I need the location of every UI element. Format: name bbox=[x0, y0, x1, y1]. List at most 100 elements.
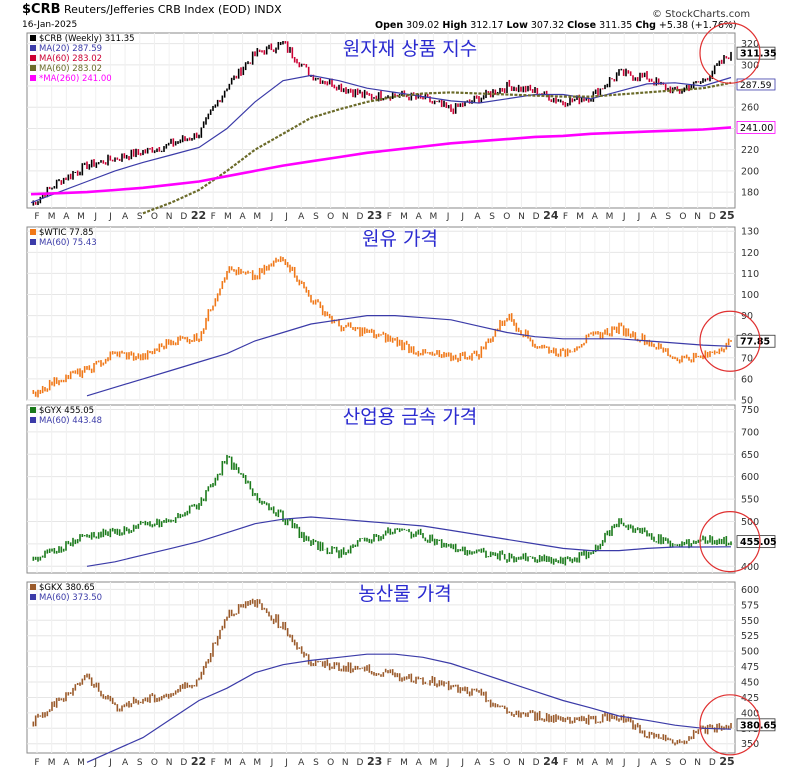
x-tick-label: O bbox=[503, 758, 510, 768]
price-tag: 380.65 bbox=[736, 718, 777, 731]
svg-text:311.35: 311.35 bbox=[740, 49, 777, 60]
x-tick-label: J bbox=[270, 212, 274, 222]
legend-swatch bbox=[30, 407, 36, 413]
plot-area bbox=[26, 32, 736, 209]
x-tick-label: 23 bbox=[367, 755, 382, 768]
legend-entry: $GYX 455.05 bbox=[39, 406, 94, 416]
high-value: 312.17 bbox=[470, 20, 504, 31]
x-tick-label: D bbox=[357, 212, 364, 222]
x-tick-label: A bbox=[651, 212, 658, 222]
x-tick-label: S bbox=[137, 758, 143, 768]
chart-header: $CRB Reuters/Jefferies CRB Index (EOD) I… bbox=[22, 2, 282, 17]
x-tick-label: 25 bbox=[719, 755, 734, 768]
legend-swatch bbox=[30, 417, 36, 423]
x-tick-label: N bbox=[694, 212, 701, 222]
y-tick-label: 70 bbox=[741, 353, 753, 364]
x-tick-label: F bbox=[34, 758, 39, 768]
x-tick-label: J bbox=[93, 758, 97, 768]
panel-title: 농산물 가격 bbox=[358, 583, 451, 605]
x-tick-label: N bbox=[166, 212, 173, 222]
series-line-ma60 bbox=[86, 315, 732, 397]
x-tick-label: J bbox=[108, 212, 112, 222]
x-tick-label: O bbox=[151, 212, 158, 222]
x-tick-label: D bbox=[533, 212, 540, 222]
x-tick-label: A bbox=[298, 758, 305, 768]
highlight-circle bbox=[699, 22, 761, 84]
x-tick-label: M bbox=[400, 758, 408, 768]
panel-title: 원유 가격 bbox=[362, 228, 438, 250]
x-tick-label: M bbox=[576, 212, 584, 222]
close-value: 311.35 bbox=[599, 20, 633, 31]
x-tick-label: M bbox=[77, 212, 85, 222]
x-tick-label: O bbox=[151, 758, 158, 768]
y-tick-label: 600 bbox=[741, 585, 759, 596]
x-tick-label: S bbox=[137, 212, 143, 222]
panel-title: 산업용 금속 가격 bbox=[343, 406, 477, 428]
x-tick-label: N bbox=[518, 212, 525, 222]
y-tick-label: 475 bbox=[741, 662, 759, 673]
y-tick-label: 300 bbox=[741, 60, 759, 71]
x-tick-label: S bbox=[489, 758, 495, 768]
x-tick-label: N bbox=[694, 758, 701, 768]
y-tick-label: 320 bbox=[741, 39, 759, 50]
y-tick-label: 260 bbox=[741, 103, 759, 114]
x-tick-label: S bbox=[665, 212, 671, 222]
x-tick-label: D bbox=[180, 212, 187, 222]
x-tick-label: N bbox=[342, 758, 349, 768]
price-tag: 77.85 bbox=[736, 334, 776, 348]
x-tick-label: M bbox=[48, 212, 56, 222]
x-tick-label: J bbox=[108, 758, 112, 768]
x-tick-label: 22 bbox=[191, 755, 206, 768]
legend-swatch bbox=[30, 229, 36, 235]
x-tick-label: A bbox=[474, 758, 481, 768]
x-tick-label: M bbox=[224, 758, 232, 768]
x-tick-label: A bbox=[592, 758, 599, 768]
symbol-label: $CRB bbox=[22, 2, 61, 17]
y-tick-label: 50 bbox=[741, 396, 753, 407]
y-tick-label: 130 bbox=[741, 227, 759, 238]
legend-swatch bbox=[30, 65, 36, 71]
y-tick-label: 120 bbox=[741, 248, 759, 259]
date-label: 16-Jan-2025 bbox=[22, 20, 78, 30]
series-line-ma60 bbox=[86, 516, 732, 567]
x-tick-label: S bbox=[313, 758, 319, 768]
x-tick-label: A bbox=[63, 758, 70, 768]
x-tick-label: J bbox=[622, 758, 626, 768]
x-tick-label: A bbox=[651, 758, 658, 768]
y-tick-label: 200 bbox=[741, 166, 759, 177]
y-tick-label: 550 bbox=[741, 616, 759, 627]
series-line-ma60 bbox=[142, 81, 732, 215]
x-tick-label: 23 bbox=[367, 209, 382, 222]
x-tick-label: M bbox=[77, 758, 85, 768]
highlight-circle bbox=[699, 511, 761, 573]
legend-entry: MA(60) 75.43 bbox=[39, 238, 97, 248]
x-tick-label: 24 bbox=[543, 755, 559, 768]
y-tick-label: 750 bbox=[741, 405, 759, 416]
panel-agri: 350375400425450475500525550575600$GKX 38… bbox=[26, 581, 777, 768]
price-tag: 455.05 bbox=[736, 535, 777, 548]
y-tick-label: 450 bbox=[741, 678, 759, 689]
x-tick-label: O bbox=[503, 212, 510, 222]
series-line-ma60 bbox=[86, 653, 732, 763]
open-label: Open bbox=[375, 20, 404, 31]
x-tick-label: M bbox=[400, 212, 408, 222]
x-tick-label: D bbox=[357, 758, 364, 768]
x-tick-label: O bbox=[327, 212, 334, 222]
exchange-label: INDX bbox=[254, 3, 282, 16]
y-tick-label: 500 bbox=[741, 517, 759, 528]
y-tick-label: 600 bbox=[741, 472, 759, 483]
low-label: Low bbox=[506, 20, 528, 31]
x-tick-label: A bbox=[592, 212, 599, 222]
y-tick-label: 400 bbox=[741, 708, 759, 719]
x-tick-label: D bbox=[180, 758, 187, 768]
legend-entry: $GKX 380.65 bbox=[39, 583, 95, 593]
chg-label: Chg bbox=[635, 20, 656, 31]
highlight-circle bbox=[699, 310, 761, 372]
plot-area bbox=[26, 581, 736, 754]
y-tick-label: 60 bbox=[741, 374, 753, 385]
x-tick-label: D bbox=[709, 758, 716, 768]
panel-crb: 180200220240260280300320$CRB (Weekly) 31… bbox=[26, 22, 777, 222]
x-tick-label: M bbox=[576, 758, 584, 768]
series-line-ma20 bbox=[30, 74, 732, 204]
